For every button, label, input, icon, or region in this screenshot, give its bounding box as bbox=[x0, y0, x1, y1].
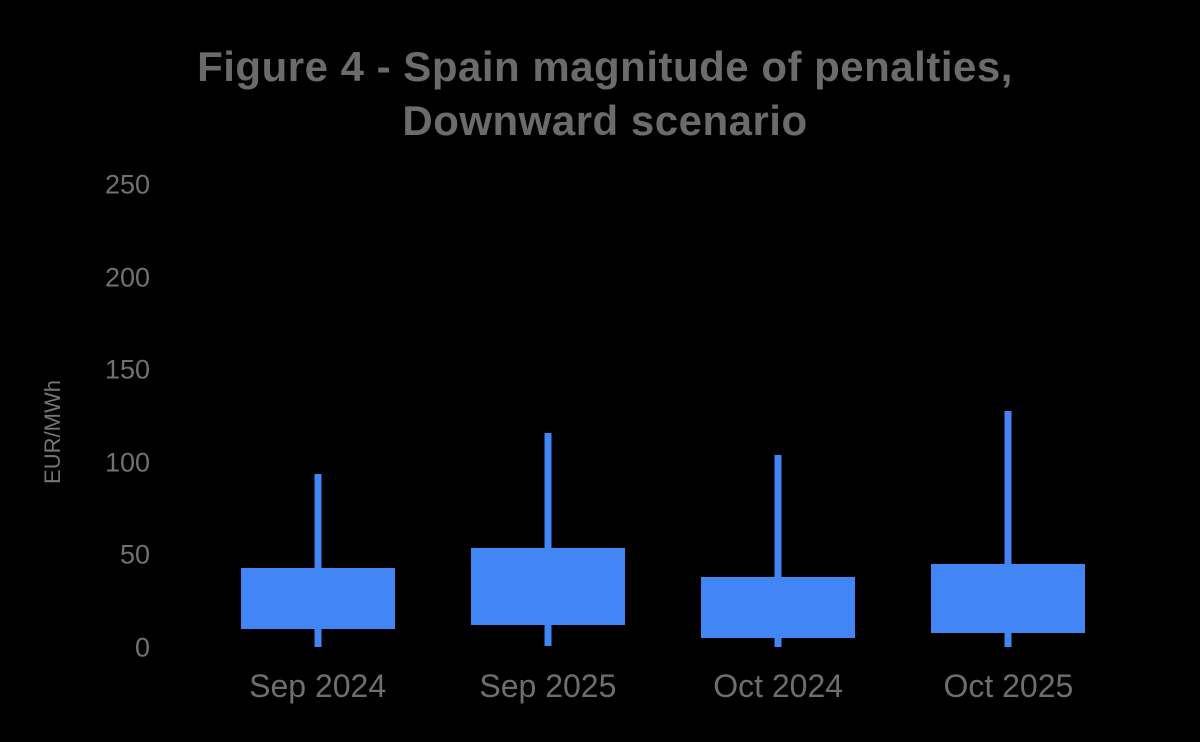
y-tick-label-100: 100 bbox=[104, 447, 150, 477]
box-oct-2024[interactable] bbox=[701, 577, 856, 639]
chart-title-line-1: Figure 4 - Spain magnitude of penalties, bbox=[197, 43, 1013, 90]
box-sep-2025[interactable] bbox=[470, 547, 625, 626]
whisker-sep-2024[interactable] bbox=[314, 473, 322, 648]
chart-title: Figure 4 - Spain magnitude of penalties,… bbox=[10, 40, 1200, 148]
box-oct-2025[interactable] bbox=[931, 564, 1086, 633]
whisker-sep-2025[interactable] bbox=[544, 432, 552, 646]
x-tick-label-oct-2024: Oct 2024 bbox=[713, 668, 844, 704]
y-tick-label-200: 200 bbox=[104, 262, 150, 292]
x-tick-label-sep-2025: Sep 2025 bbox=[479, 668, 617, 704]
y-tick-label-0: 0 bbox=[134, 632, 150, 662]
whisker-oct-2024[interactable] bbox=[774, 455, 782, 648]
y-tick-label-50: 50 bbox=[119, 539, 150, 570]
whisker-oct-2025[interactable] bbox=[1004, 410, 1012, 648]
y-tick-label-150: 150 bbox=[104, 354, 150, 385]
x-tick-label-sep-2024: Sep 2024 bbox=[249, 668, 387, 704]
chart-title-line-2: Downward scenario bbox=[402, 97, 808, 144]
y-tick-label-250: 250 bbox=[104, 169, 150, 200]
x-tick-label-oct-2025: Oct 2025 bbox=[943, 668, 1074, 704]
box-sep-2024[interactable] bbox=[240, 567, 395, 629]
